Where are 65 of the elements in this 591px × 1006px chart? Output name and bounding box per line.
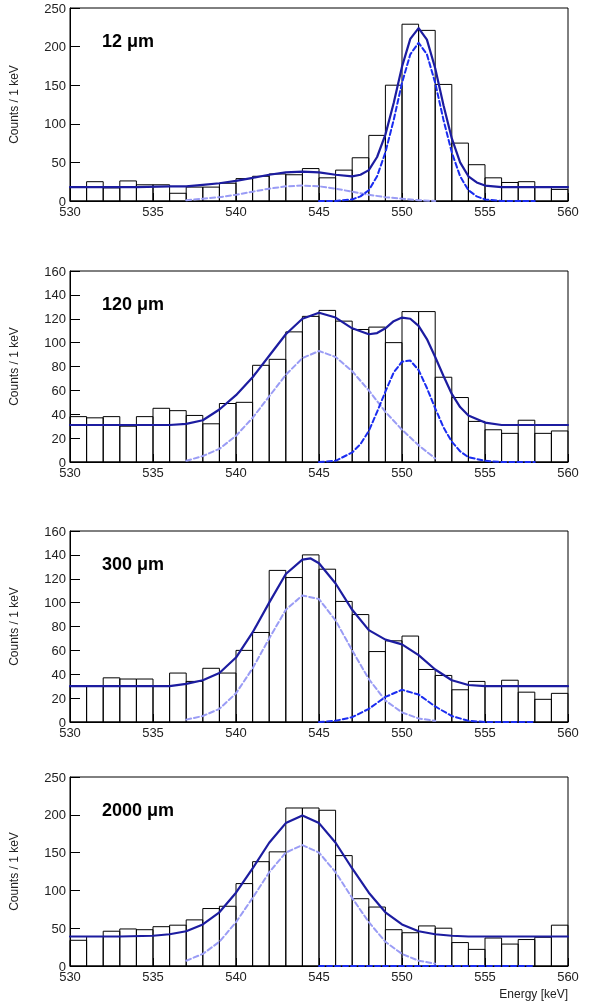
y-tick-label: 80 <box>51 619 66 634</box>
y-tick-label: 140 <box>44 287 66 303</box>
annotation: 12 μm <box>102 31 155 51</box>
x-tick-label: 545 <box>308 465 330 480</box>
y-tick-label: 200 <box>44 807 66 823</box>
x-tick-label: 530 <box>59 725 81 740</box>
y-tick-label: 150 <box>44 845 66 861</box>
y-axis-title: Counts / 1 keV <box>7 65 21 144</box>
y-tick-label: 120 <box>44 311 66 327</box>
y-tick-label: 100 <box>44 882 66 898</box>
y-tick-label: 40 <box>51 406 66 422</box>
x-tick-label: 550 <box>391 725 413 740</box>
x-tick-label: 545 <box>308 204 330 219</box>
y-tick-label: 40 <box>51 666 66 682</box>
y-tick-label: 100 <box>44 335 66 351</box>
y-tick-label: 20 <box>51 430 66 446</box>
y-tick-label: 250 <box>44 769 66 785</box>
y-tick-label: 60 <box>51 382 66 398</box>
x-tick-label: 530 <box>59 465 81 480</box>
x-tick-label: 530 <box>59 204 81 219</box>
line-series <box>185 349 437 462</box>
x-tick-label: 560 <box>557 204 579 219</box>
y-tick-label: 140 <box>44 547 66 563</box>
x-tick-label: 560 <box>557 725 579 740</box>
y-tick-label: 200 <box>44 39 66 55</box>
y-tick-label: 150 <box>44 77 66 93</box>
x-tick-label: 540 <box>225 204 247 219</box>
x-axis-title: Energy [keV] <box>499 987 568 1001</box>
y-tick-label: 160 <box>44 263 66 279</box>
y-tick-label: 120 <box>44 571 66 587</box>
x-tick-label: 535 <box>142 204 164 219</box>
line-series <box>185 594 437 722</box>
y-tick-label: 20 <box>51 690 66 706</box>
y-tick-label: 80 <box>51 359 66 374</box>
x-tick-label: 540 <box>225 969 247 984</box>
y-tick-label: 60 <box>51 642 66 658</box>
x-tick-label: 545 <box>308 725 330 740</box>
x-tick-label: 535 <box>142 725 164 740</box>
x-tick-label: 535 <box>142 465 164 480</box>
y-tick-label: 250 <box>44 0 66 16</box>
y-tick-label: 100 <box>44 116 66 132</box>
x-tick-label: 550 <box>391 465 413 480</box>
x-tick-label: 550 <box>391 204 413 219</box>
x-tick-label: 555 <box>474 465 496 480</box>
x-tick-label: 560 <box>557 465 579 480</box>
x-tick-label: 555 <box>474 725 496 740</box>
x-tick-label: 545 <box>308 969 330 984</box>
x-tick-label: 535 <box>142 969 164 984</box>
x-tick-label: 540 <box>225 725 247 740</box>
annotation: 120 μm <box>102 294 165 314</box>
annotation: 300 μm <box>102 554 165 574</box>
y-tick-label: 100 <box>44 595 66 611</box>
x-tick-label: 550 <box>391 969 413 984</box>
y-tick-label: 160 <box>44 523 66 539</box>
y-tick-label: 50 <box>51 154 66 170</box>
y-tick-label: 50 <box>51 920 66 936</box>
y-axis-title: Counts / 1 keV <box>7 832 21 911</box>
x-tick-label: 530 <box>59 969 81 984</box>
x-tick-label: 555 <box>474 204 496 219</box>
y-axis-title: Counts / 1 keV <box>7 327 21 406</box>
x-tick-label: 555 <box>474 969 496 984</box>
x-tick-label: 540 <box>225 465 247 480</box>
annotation: 2000 μm <box>102 800 175 820</box>
x-tick-label: 560 <box>557 969 579 984</box>
y-axis-title: Counts / 1 keV <box>7 587 21 666</box>
